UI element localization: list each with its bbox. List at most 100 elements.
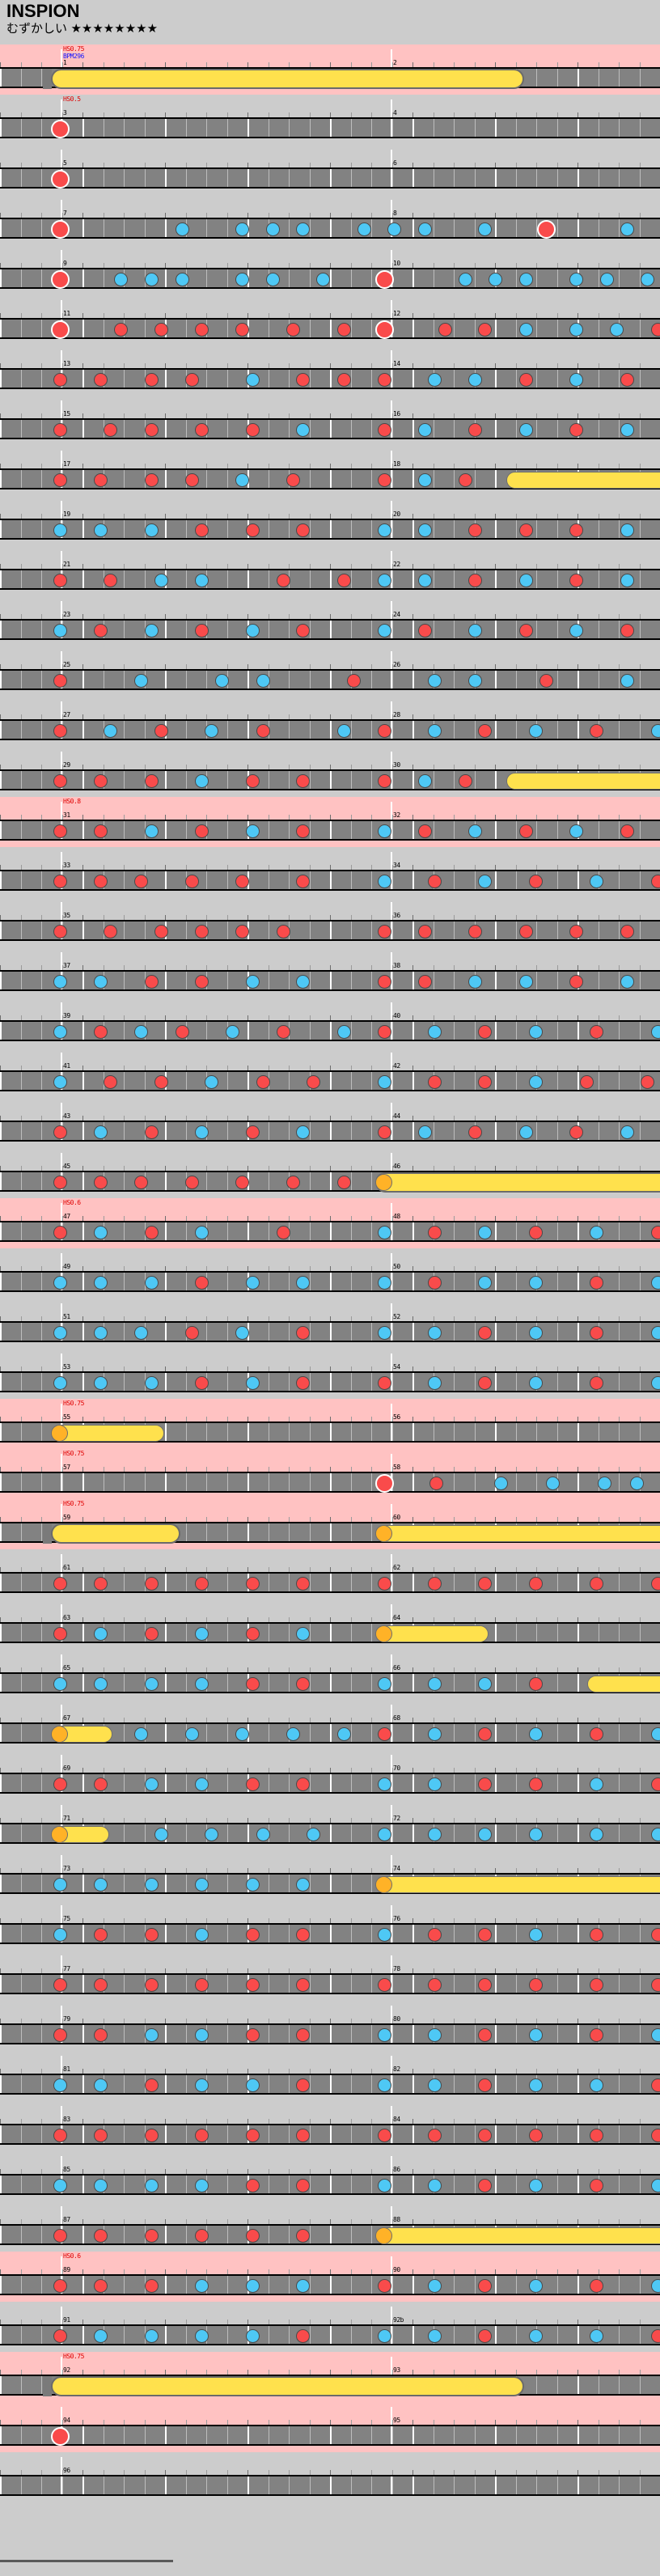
don-note — [94, 1176, 108, 1189]
row-label-band: HS0.75 55 56 — [0, 1399, 660, 1421]
don-note — [185, 473, 199, 487]
don-note — [145, 373, 159, 387]
measure-number: 79 — [63, 2015, 70, 2023]
ka-note — [256, 674, 270, 688]
measure-number: 43 — [63, 1112, 70, 1120]
measure-bar — [61, 1002, 62, 1020]
measure-bar — [61, 2256, 62, 2274]
don-note — [296, 2229, 310, 2243]
ka-note — [266, 222, 280, 236]
don-note — [378, 2129, 391, 2142]
ka-note — [459, 273, 472, 286]
chart-row: 25 26 — [0, 646, 660, 697]
row-label-band: 73 74 — [0, 1850, 660, 1873]
grid-ticks — [0, 1048, 660, 1070]
ka-note — [418, 1125, 432, 1139]
chart-row: HS0.75 BPM296 1 2 — [0, 44, 660, 95]
lane-measure-separator — [391, 1122, 392, 1140]
don-note — [569, 925, 583, 938]
row-label-band: 96 — [0, 2452, 660, 2475]
measure-number: 8 — [393, 210, 397, 217]
measure-bar — [61, 752, 62, 769]
hs-label: HS0.75 — [63, 1400, 84, 1407]
don-note — [590, 1025, 603, 1039]
measure-bar — [391, 501, 392, 519]
ka-note — [378, 1777, 391, 1791]
ka-note — [428, 2279, 442, 2293]
don-note — [145, 1577, 159, 1591]
note-lane — [0, 1171, 660, 1193]
row-label-band: 87 88 — [0, 2201, 660, 2224]
don-note — [195, 925, 209, 938]
don-note — [246, 1928, 260, 1942]
don-note — [418, 824, 432, 838]
measure-number: 11 — [63, 310, 70, 317]
chart-row: 87 88 — [0, 2201, 660, 2252]
ka-note — [378, 574, 391, 587]
don-note — [185, 1326, 199, 1340]
measure-bar — [61, 1705, 62, 1722]
measure-bar — [61, 2457, 62, 2475]
note-lane — [0, 117, 660, 138]
measure-number: 90 — [393, 2266, 400, 2273]
ka-note — [94, 2179, 108, 2193]
measure-number: 39 — [63, 1012, 70, 1019]
grid-ticks — [0, 1248, 660, 1271]
grid-ticks — [0, 1499, 660, 1522]
song-title: INSPION — [6, 1, 80, 21]
grid-ticks — [0, 797, 660, 820]
ka-note — [246, 1878, 260, 1892]
row-label-band: HS0.6 47 48 — [0, 1198, 660, 1221]
grid-ticks — [0, 1299, 660, 1321]
ka-note — [620, 523, 634, 537]
progress-bar — [0, 2560, 173, 2562]
ka-note — [569, 824, 583, 838]
measure-bar — [61, 1354, 62, 1371]
measure-number: 70 — [393, 1765, 400, 1772]
balloon-note — [375, 1625, 489, 1642]
don-note — [519, 373, 533, 387]
measure-bar — [391, 651, 392, 669]
don-note — [378, 2279, 391, 2293]
don-note — [94, 824, 108, 838]
grid-ticks — [0, 1750, 660, 1773]
don-note — [176, 1025, 189, 1039]
ka-note — [235, 1326, 249, 1340]
ka-note — [651, 1727, 660, 1741]
ka-note — [154, 574, 168, 587]
chart-row: 19 20 — [0, 496, 660, 546]
balloon-note — [375, 2227, 660, 2244]
measure-bar — [391, 200, 392, 218]
ka-note — [235, 1727, 249, 1741]
don-note — [94, 2229, 108, 2243]
ka-note — [358, 222, 371, 236]
note-lane — [0, 619, 660, 640]
measure-bar — [391, 1654, 392, 1672]
don-note — [620, 373, 634, 387]
ka-note — [378, 1326, 391, 1340]
lane-measure-separator — [391, 721, 392, 739]
ka-note — [195, 1226, 209, 1239]
balloon-head — [375, 2227, 392, 2244]
don-note — [145, 1928, 159, 1942]
don-note — [235, 323, 249, 337]
ka-note — [418, 222, 432, 236]
ka-note — [651, 1326, 660, 1340]
row-label-band: 27 28 — [0, 697, 660, 719]
beat-ticks — [0, 169, 660, 187]
don-note — [195, 624, 209, 638]
measure-number: 65 — [63, 1664, 70, 1671]
measure-number: 47 — [63, 1213, 70, 1220]
grid-ticks — [0, 2201, 660, 2224]
don-note — [53, 875, 67, 888]
measure-number: 12 — [393, 310, 400, 317]
grid-ticks — [0, 1650, 660, 1672]
note-lane — [0, 1622, 660, 1643]
don-note — [296, 2179, 310, 2193]
grid-ticks — [0, 2051, 660, 2074]
don-note — [590, 1326, 603, 1340]
note-lane — [0, 2074, 660, 2095]
lane-measure-separator — [391, 1072, 392, 1090]
measure-bar — [61, 100, 62, 117]
don-note — [296, 774, 310, 788]
